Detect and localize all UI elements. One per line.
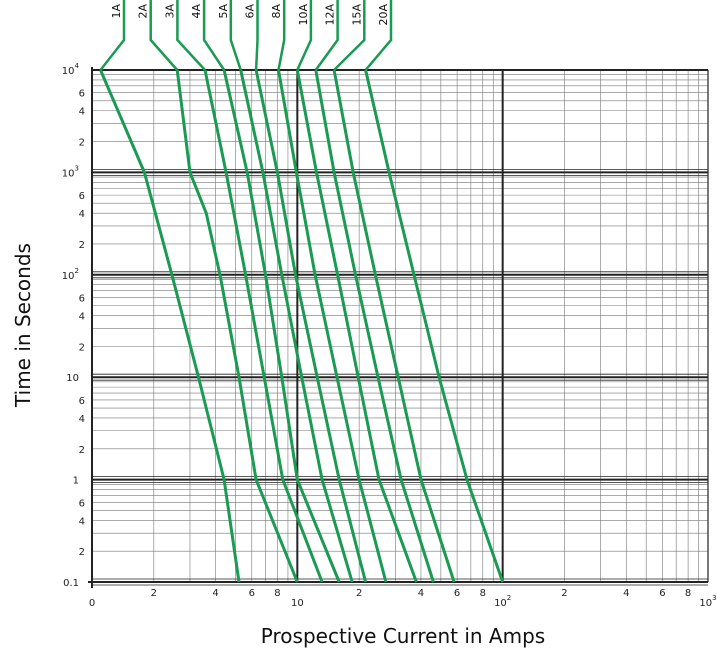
y-tick-label: 6 — [79, 89, 85, 100]
y-tick-label: 2 — [79, 445, 85, 456]
x-tick-label: 8 — [480, 588, 486, 599]
x-tick-label: 2 — [151, 588, 157, 599]
y-tick-label: 2 — [79, 240, 85, 251]
series-label: 12A — [324, 4, 337, 26]
series-leader — [99, 0, 126, 71]
x-tick-label: 2 — [561, 588, 567, 599]
series-line — [314, 69, 435, 583]
series-label: 1A — [110, 4, 123, 19]
series-line — [203, 69, 324, 583]
series-label: 10A — [297, 4, 310, 26]
series-label: 4A — [190, 4, 203, 19]
series-line — [254, 69, 368, 583]
series-leader — [364, 0, 393, 71]
y-tick-label: 6 — [79, 191, 85, 202]
y-tick-label: 6 — [79, 294, 85, 305]
x-tick-label: 4 — [623, 588, 629, 599]
y-tick-label: 4 — [79, 209, 85, 220]
x-tick-label: 4 — [418, 588, 424, 599]
series-leader — [296, 0, 313, 71]
x-axis-title: Prospective Current in Amps — [261, 624, 545, 648]
x-tick-label: 6 — [454, 588, 460, 599]
x-tick-label: 8 — [274, 588, 280, 599]
series-label: 8A — [270, 4, 283, 19]
series-label: 5A — [217, 4, 230, 19]
y-tick-label: 102 — [62, 267, 79, 282]
series-leader — [277, 0, 286, 71]
y-tick-label: 2 — [79, 138, 85, 149]
x-tick-label: 2 — [356, 588, 362, 599]
grid-minor — [92, 70, 708, 582]
x-tick-label: 103 — [699, 594, 716, 609]
series-line — [295, 69, 418, 583]
series-leader — [254, 0, 259, 71]
series-line — [239, 69, 354, 583]
series-leader — [149, 0, 179, 71]
series-leader — [176, 0, 206, 71]
y-tick-label: 2 — [79, 547, 85, 558]
x-tick-label: 8 — [685, 588, 691, 599]
series-leader — [333, 0, 366, 71]
series-line — [332, 69, 456, 583]
y-tick-label: 1 — [73, 476, 79, 487]
y-tick-label: 0.1 — [63, 578, 79, 589]
series-label: 15A — [350, 4, 363, 26]
series-line — [222, 69, 341, 583]
series-leader — [229, 0, 242, 71]
x-tick-label: 0 — [89, 598, 95, 609]
grid-major — [88, 67, 709, 588]
series-line — [175, 69, 299, 583]
series-label: 20A — [377, 4, 390, 26]
x-tick-label: 6 — [659, 588, 665, 599]
x-tick-label: 102 — [494, 594, 511, 609]
series-leader — [314, 0, 339, 71]
y-tick-label: 10 — [66, 373, 79, 384]
series-line — [364, 69, 505, 583]
y-tick-label: 4 — [79, 516, 85, 527]
y-tick-label: 2 — [79, 342, 85, 353]
series-label: 3A — [163, 4, 176, 19]
y-tick-label: 4 — [79, 312, 85, 323]
y-tick-label: 104 — [62, 62, 80, 77]
series-leader — [202, 0, 226, 71]
y-tick-label: 6 — [79, 498, 85, 509]
y-tick-label: 4 — [79, 414, 85, 425]
y-axis-title: Time in Seconds — [11, 243, 35, 408]
y-tick-label: 6 — [79, 396, 85, 407]
series-line — [99, 69, 241, 583]
series-label: 6A — [244, 4, 257, 19]
x-tick-label: 6 — [249, 588, 255, 599]
x-tick-label: 4 — [212, 588, 218, 599]
y-tick-label: 4 — [79, 107, 85, 118]
x-tick-label: 10 — [291, 598, 304, 609]
series-line — [277, 69, 388, 583]
y-tick-label: 103 — [62, 164, 79, 179]
series-layer: 1A 2A 3A 4A 5A 6A 8A 10A 12A 15A 20A — [99, 0, 505, 583]
series-label: 2A — [137, 4, 150, 19]
